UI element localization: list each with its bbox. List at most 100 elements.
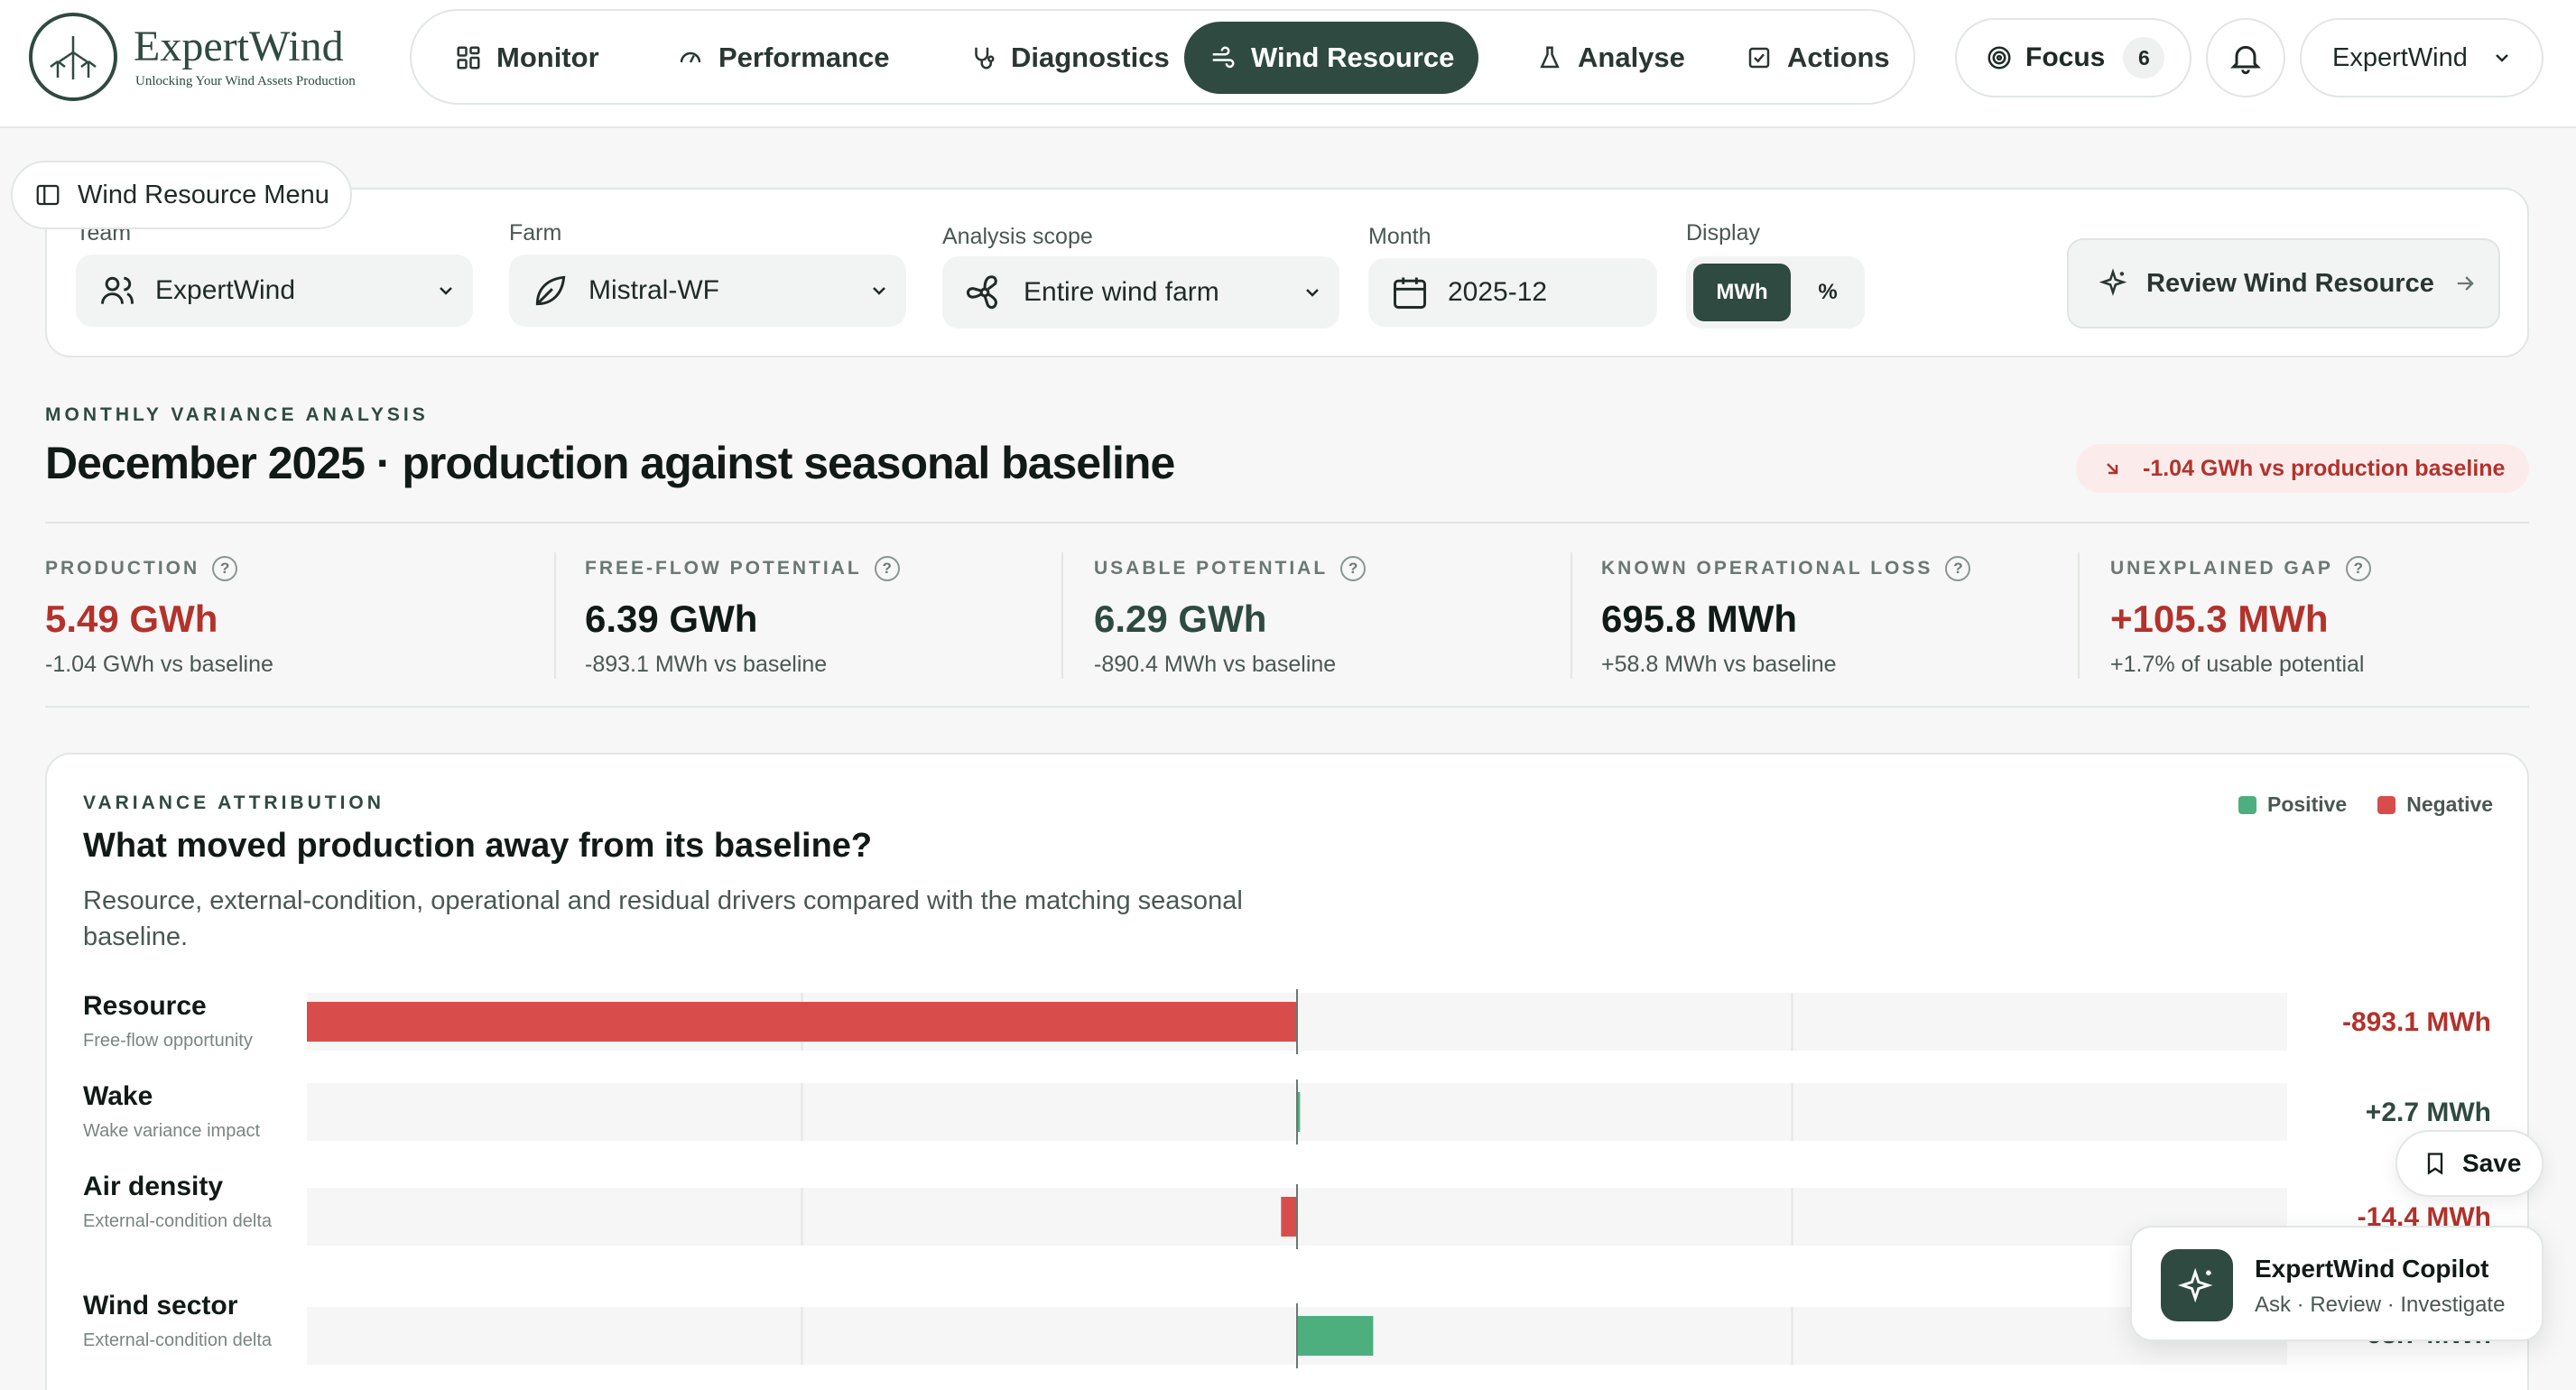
month-value: 2025-12 <box>1448 277 1548 307</box>
sidebar-icon <box>36 184 60 206</box>
sparkle-icon <box>2161 1249 2233 1321</box>
gauge-icon <box>680 51 701 63</box>
account-menu[interactable]: ExpertWind <box>2300 18 2544 97</box>
focus-count-badge: 6 <box>2123 37 2165 79</box>
kpi-label: USABLE POTENTIAL? <box>1094 556 1367 581</box>
row-sub-resource: Free-flow opportunity <box>83 1031 253 1051</box>
focus-button[interactable]: Focus 6 <box>1955 18 2191 97</box>
chart-eyebrow: VARIANCE ATTRIBUTION <box>83 792 385 813</box>
chevron-down-icon <box>2496 54 2508 62</box>
brand-logo[interactable]: ExpertWind Unlocking Your Wind Assets Pr… <box>29 13 408 103</box>
legend-label: Positive <box>2267 792 2348 816</box>
stethoscope-icon <box>975 47 995 70</box>
farm-select[interactable]: Mistral-WF <box>509 255 906 327</box>
nav-wind-resource[interactable]: Wind Resource <box>1184 22 1478 94</box>
save-label: Save <box>2462 1149 2522 1177</box>
analysis-scope-select[interactable]: Entire wind farm <box>942 256 1339 329</box>
help-icon[interactable]: ? <box>874 556 900 581</box>
kpi-value: +105.3 MWh <box>2110 598 2329 640</box>
row-sub-wake: Wake variance impact <box>83 1121 260 1141</box>
brand-name: ExpertWind <box>134 23 344 70</box>
header-divider <box>45 522 2529 524</box>
month-input[interactable]: 2025-12 <box>1368 258 1657 327</box>
kpi-divider <box>554 552 556 679</box>
wind-icon <box>1212 46 1235 69</box>
chart-legend: Positive Negative <box>2238 792 2493 817</box>
production-delta-badge: -1.04 GWh vs production baseline <box>2076 444 2529 493</box>
sparkle-icon <box>2099 268 2127 296</box>
review-label: Review Wind Resource <box>2146 268 2434 298</box>
kpi-free-flow-potential: FREE-FLOW POTENTIAL? 6.39 GWh -893.1 MWh… <box>585 552 1054 679</box>
display-option-mwh[interactable]: MWh <box>1693 264 1791 321</box>
row-sub-air-density: External-condition delta <box>83 1211 273 1231</box>
kpi-usable-potential: USABLE POTENTIAL? 6.29 GWh -890.4 MWh vs… <box>1094 552 1563 679</box>
review-wind-resource-button[interactable]: Review Wind Resource <box>2067 238 2500 329</box>
flask-icon <box>1540 46 1560 69</box>
help-icon[interactable]: ? <box>1340 556 1367 581</box>
nav-diagnostics[interactable]: Diagnostics <box>944 22 1195 94</box>
nav-label: Diagnostics <box>1011 42 1170 73</box>
kpi-sub: -893.1 MWh vs baseline <box>585 652 828 677</box>
menu-label: Wind Resource Menu <box>78 180 329 209</box>
notifications-button[interactable] <box>2206 18 2285 97</box>
wind-resource-menu-button[interactable]: Wind Resource Menu <box>11 161 352 229</box>
chevron-down-icon <box>440 287 452 295</box>
kpi-divider <box>1571 552 1572 679</box>
kpi-value: 6.39 GWh <box>585 598 758 640</box>
farm-label: Farm <box>509 220 562 246</box>
bookmark-icon <box>2427 1153 2443 1175</box>
users-icon <box>101 276 134 304</box>
chevron-down-icon <box>873 287 885 295</box>
nav-label: Monitor <box>496 42 599 73</box>
row-name-resource: Resource <box>83 991 207 1021</box>
kpi-value: 5.49 GWh <box>45 598 218 640</box>
kpi-label: KNOWN OPERATIONAL LOSS? <box>1601 556 1971 581</box>
row-value-wake: +2.7 MWh <box>2365 1098 2491 1127</box>
kpi-label-text: USABLE POTENTIAL <box>1094 558 1329 579</box>
target-icon <box>1988 46 2011 70</box>
farm-value: Mistral-WF <box>588 275 719 305</box>
grid-icon <box>457 46 480 70</box>
kpi-divider-bottom <box>45 706 2529 708</box>
scope-label: Analysis scope <box>942 224 1093 249</box>
arrow-right-icon <box>2457 276 2474 291</box>
calendar-icon <box>1394 277 1426 309</box>
display-option-percent[interactable]: % <box>1818 280 1838 304</box>
kpi-divider <box>1061 552 1063 679</box>
kpi-label-text: UNEXPLAINED GAP <box>2110 558 2333 579</box>
leaf-icon <box>535 275 566 306</box>
kpi-unexplained-gap: UNEXPLAINED GAP? +105.3 MWh +1.7% of usa… <box>2110 552 2525 679</box>
arrow-down-right-icon <box>2107 463 2118 475</box>
section-eyebrow: MONTHLY VARIANCE ANALYSIS <box>45 404 429 425</box>
bell-icon <box>2230 45 2261 75</box>
kpi-value: 695.8 MWh <box>1601 598 1798 640</box>
row-value-resource: -893.1 MWh <box>2341 1007 2491 1037</box>
row-name-air-density: Air density <box>83 1172 224 1201</box>
kpi-sub: -1.04 GWh vs baseline <box>45 652 273 677</box>
help-icon[interactable]: ? <box>1945 556 1971 581</box>
row-name-wake: Wake <box>83 1081 153 1111</box>
kpi-label-text: PRODUCTION <box>45 558 200 579</box>
legend-positive: Positive <box>2238 792 2347 817</box>
nav-actions[interactable]: Actions <box>1720 22 1915 94</box>
kpi-value: 6.29 GWh <box>1094 598 1267 640</box>
team-select[interactable]: ExpertWind <box>76 255 473 327</box>
chevron-down-icon <box>1306 289 1319 297</box>
copilot-launcher[interactable]: ExpertWind Copilot Ask · Review · Invest… <box>2130 1226 2544 1341</box>
scope-value: Entire wind farm <box>1024 277 1219 307</box>
kpi-sub: +1.7% of usable potential <box>2110 652 2365 677</box>
chart-description: Resource, external-condition, operationa… <box>83 886 1243 951</box>
kpi-label: FREE-FLOW POTENTIAL? <box>585 556 900 581</box>
month-label: Month <box>1368 224 1432 249</box>
row-name-wind-sector: Wind sector <box>83 1291 238 1320</box>
help-icon[interactable]: ? <box>2345 556 2371 581</box>
save-button[interactable]: Save <box>2395 1130 2544 1197</box>
main-nav: Monitor Performance Diagnostics Wind Res… <box>410 9 1915 105</box>
help-icon[interactable]: ? <box>212 556 238 581</box>
nav-monitor[interactable]: Monitor <box>430 22 625 94</box>
nav-analyse[interactable]: Analyse <box>1511 22 1710 94</box>
display-toggle: MWh % <box>1686 256 1865 329</box>
display-label: Display <box>1686 220 1760 246</box>
nav-performance[interactable]: Performance <box>652 22 915 94</box>
brand-tagline: Unlocking Your Wind Assets Production <box>135 74 356 88</box>
